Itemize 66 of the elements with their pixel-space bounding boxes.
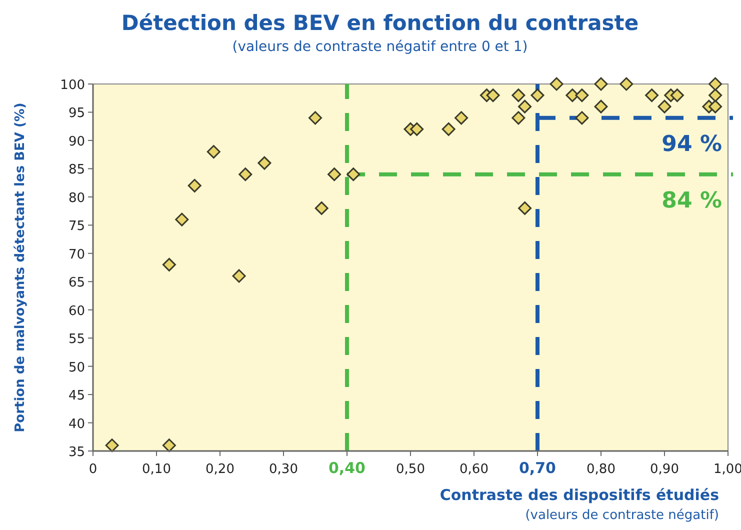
point: [454, 111, 468, 125]
point: [410, 122, 424, 136]
point: [308, 111, 322, 125]
point: [162, 258, 176, 272]
chart-title: Détection des BEV en fonction du contraste: [121, 11, 639, 35]
point: [188, 178, 202, 192]
y-tick-label: 95: [68, 106, 85, 122]
x-tick-label: 0: [88, 462, 98, 477]
x-tick-label: 0,70: [518, 459, 556, 477]
x-tick-label: 0,60: [460, 462, 488, 477]
y-tick-label: 90: [68, 134, 85, 150]
point: [486, 88, 500, 102]
x-tick-label: 0,80: [586, 462, 616, 477]
point: [175, 212, 189, 226]
point: [328, 168, 342, 182]
y-tick-label: 55: [68, 332, 85, 348]
point: [442, 122, 456, 136]
point: [206, 145, 220, 159]
x-tick-label: 0,50: [396, 462, 425, 477]
y-tick-label: 70: [68, 247, 85, 262]
y-tick-label: 50: [68, 360, 85, 376]
point: [670, 88, 684, 102]
ref-line-label: 94 %: [662, 132, 722, 157]
point: [708, 100, 722, 114]
point: [512, 88, 526, 102]
point: [162, 438, 176, 452]
chart-subtitle: (valeurs de contraste négatif entre 0 et 1): [232, 39, 528, 55]
point: [566, 88, 580, 102]
point: [105, 438, 119, 452]
point: [594, 77, 608, 91]
y-tick-label: 100: [60, 78, 85, 93]
point: [346, 168, 360, 182]
point: [258, 156, 272, 170]
point: [575, 111, 589, 125]
x-axis-title: Contraste des dispositifs étudiés: [440, 486, 720, 504]
x-tick-label: 0,90: [650, 462, 679, 477]
y-tick-label: 45: [68, 388, 85, 404]
point: [708, 88, 722, 102]
point: [314, 201, 328, 215]
point: [645, 88, 659, 102]
ref-line-label: 84 %: [662, 188, 722, 214]
y-tick-label: 40: [68, 416, 85, 432]
point: [232, 269, 246, 283]
text: (valeurs de contraste négatif): [525, 508, 719, 523]
y-tick-label: 80: [68, 190, 85, 206]
y-tick-label: 85: [68, 162, 85, 178]
y-tick-label: 35: [68, 445, 85, 460]
x-tick-label: 0,20: [206, 462, 234, 477]
x-tick-label: 0,40: [328, 459, 366, 477]
point: [575, 88, 589, 102]
point: [658, 100, 672, 114]
y-tick-label: 75: [68, 219, 85, 234]
point: [594, 100, 608, 114]
point: [550, 77, 564, 91]
point: [530, 88, 544, 102]
point: [708, 77, 722, 91]
x-tick-label: 0,30: [269, 462, 298, 477]
point: [620, 77, 634, 91]
y-tick-label: 65: [68, 276, 85, 291]
point: [518, 100, 532, 114]
y-tick-label: 60: [68, 304, 85, 319]
point: [512, 111, 526, 125]
point: [238, 168, 252, 182]
y-axis-title: Portion de malvoyants détectant les BEV (%): [13, 102, 28, 432]
point: [518, 201, 532, 215]
x-tick-label: 0,10: [142, 462, 171, 477]
